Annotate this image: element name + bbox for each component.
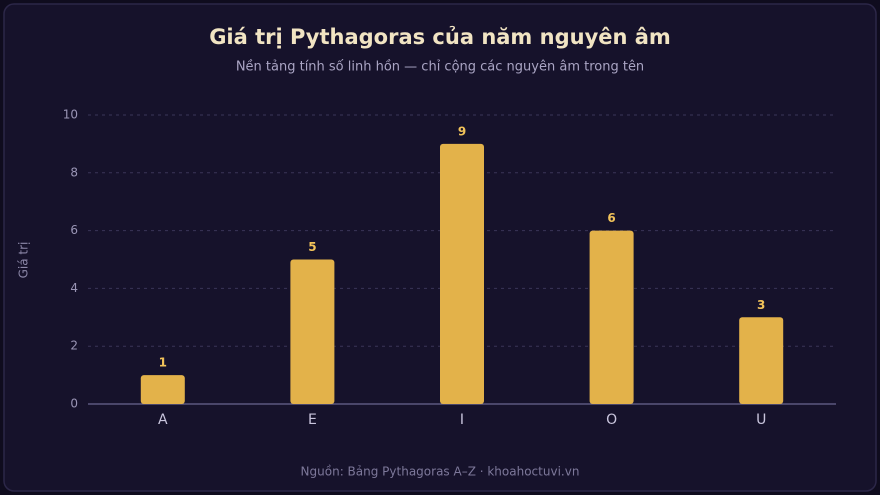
y-tick-label: 4: [70, 281, 78, 295]
value-label: 9: [458, 124, 466, 138]
x-tick-label: U: [756, 412, 766, 428]
x-tick-label: E: [308, 412, 317, 428]
value-label: 5: [308, 240, 316, 254]
bar: [290, 259, 335, 404]
y-tick-label: 10: [63, 108, 78, 122]
bar: [140, 375, 185, 404]
y-tick-label: 2: [70, 339, 78, 353]
x-tick-label: O: [606, 412, 617, 428]
y-tick-label: 8: [70, 165, 78, 179]
y-tick-label: 6: [70, 223, 78, 237]
chart-subtitle: Nền tảng tính số linh hồn — chỉ cộng các…: [236, 60, 644, 75]
value-label: 6: [607, 211, 615, 225]
source-note: Nguồn: Bảng Pythagoras A–Z · khoahoctuvi…: [301, 465, 580, 479]
x-tick-label: I: [460, 412, 464, 428]
bar: [440, 143, 484, 404]
y-tick-label: 0: [70, 397, 78, 411]
x-tick-label: A: [158, 412, 168, 428]
y-axis-label: Giá trị: [17, 242, 31, 279]
bar: [589, 230, 634, 404]
value-label: 1: [159, 356, 167, 370]
chart-title: Giá trị Pythagoras của năm nguyên âm: [209, 25, 671, 49]
value-label: 3: [757, 298, 765, 312]
bar: [739, 317, 784, 404]
